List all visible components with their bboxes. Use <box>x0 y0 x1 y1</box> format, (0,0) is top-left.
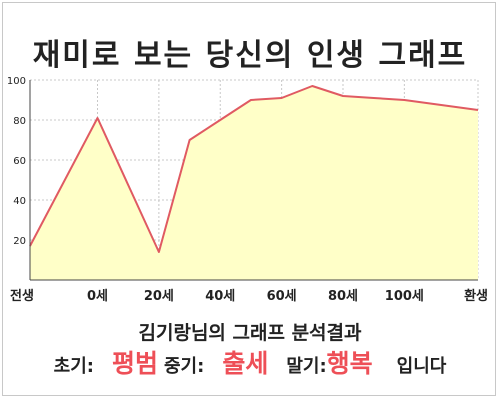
y-tick-labels: 20 40 60 80 100 <box>7 76 26 247</box>
analysis-summary: 초기: 평범 중기: 출세 말기: 행복 입니다 <box>0 344 500 380</box>
x-tick-label: 환생 <box>464 288 488 304</box>
y-tick-label: 20 <box>13 236 26 247</box>
middle-label: 중기: <box>163 356 205 377</box>
y-tick-label: 60 <box>13 156 26 167</box>
x-tick-label: 60세 <box>267 289 297 304</box>
late-value: 행복 <box>326 349 373 378</box>
summary-suffix: 입니다 <box>396 356 447 377</box>
x-tick-label: 20세 <box>144 289 174 304</box>
early-label: 초기: <box>53 356 94 377</box>
y-tick-label: 80 <box>13 116 26 127</box>
middle-value: 출세 <box>222 349 269 378</box>
early-value: 평범 <box>111 349 158 378</box>
x-tick-label: 0세 <box>87 289 108 304</box>
life-line <box>29 85 479 253</box>
card-frame <box>2 2 496 396</box>
x-tick-label: 80세 <box>328 289 358 304</box>
chart-title: 재미로 보는 당신의 인생 그래프 <box>32 38 468 73</box>
x-tick-label: 40세 <box>205 289 235 304</box>
axes <box>29 80 478 281</box>
late-label: 말기: <box>286 356 327 377</box>
x-tick-label: 전생 <box>10 288 34 304</box>
life-area-fill <box>30 86 478 280</box>
y-tick-label: 100 <box>7 76 26 87</box>
x-tick-label: 100세 <box>385 289 424 304</box>
y-tick-label: 40 <box>13 196 26 207</box>
x-tick-labels: 전생 0세 20세 40세 60세 80세 100세 환생 <box>10 288 488 304</box>
analysis-subtitle: 김기랑님의 그래프 분석결과 <box>138 322 362 344</box>
